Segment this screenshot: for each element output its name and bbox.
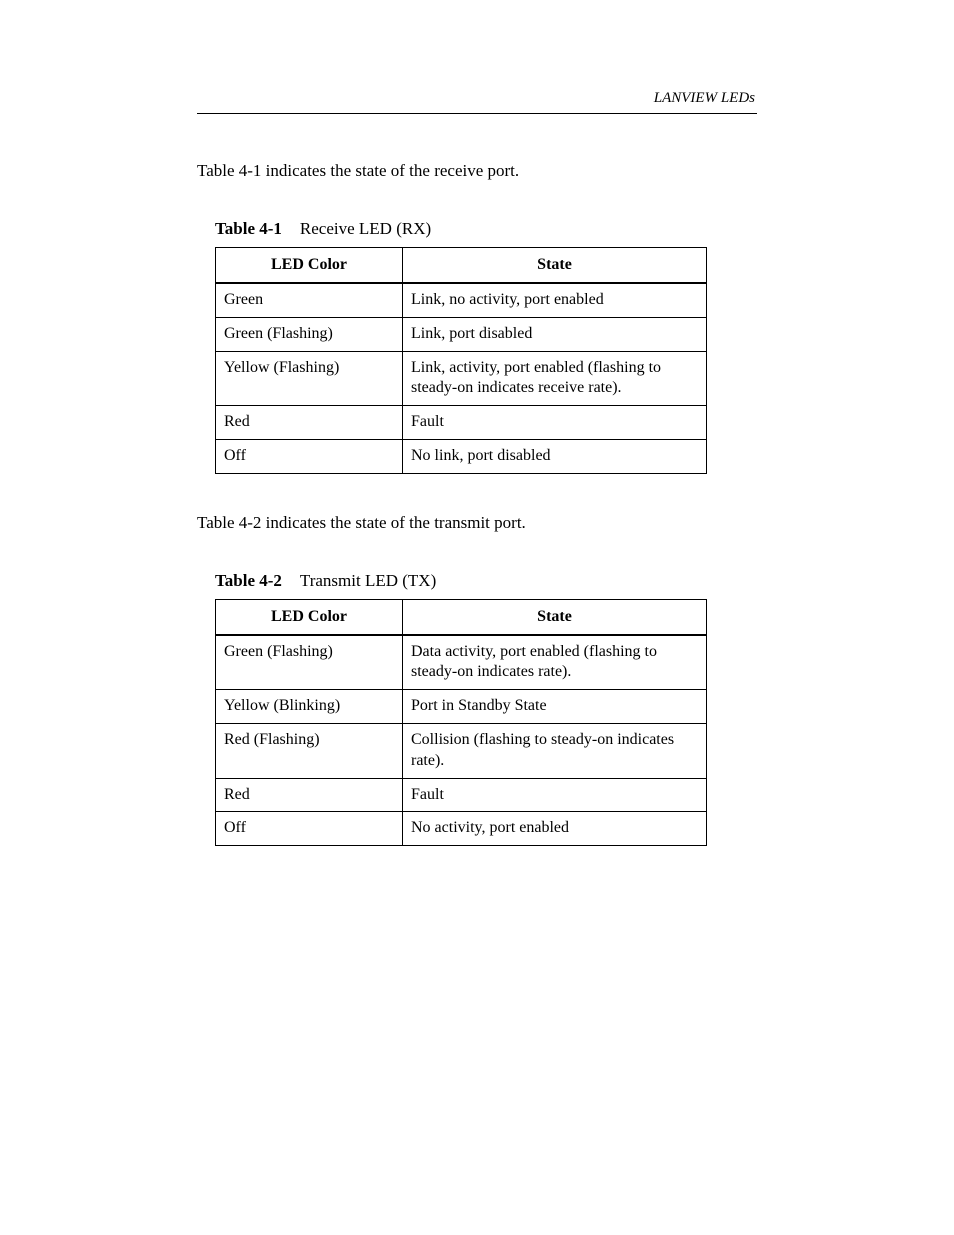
page-container: LANVIEW LEDs Table 4-1 indicates the sta… <box>0 0 954 1235</box>
table-row: Green Link, no activity, port enabled <box>216 283 707 317</box>
table-1-cell: Fault <box>403 406 707 440</box>
page-header: LANVIEW LEDs <box>197 90 757 114</box>
table-2-cell: Red (Flashing) <box>216 724 403 779</box>
table-2-col-0: LED Color <box>216 599 403 635</box>
table-row: Green (Flashing) Data activity, port ena… <box>216 635 707 690</box>
table-1-col-1: State <box>403 247 707 283</box>
intro-paragraph-2: Table 4-2 indicates the state of the tra… <box>197 512 757 535</box>
table-2-cell: Collision (flashing to steady-on indicat… <box>403 724 707 779</box>
table-row: Red Fault <box>216 778 707 812</box>
table-2: LED Color State Green (Flashing) Data ac… <box>215 599 707 847</box>
table-1-cell: Green <box>216 283 403 317</box>
table-1-label: Table 4-1 <box>215 219 282 239</box>
table-1-cell: Yellow (Flashing) <box>216 351 403 406</box>
table-row: Off No activity, port enabled <box>216 812 707 846</box>
table-2-cell: Green (Flashing) <box>216 635 403 690</box>
table-1: LED Color State Green Link, no activity,… <box>215 247 707 474</box>
table-2-col-1: State <box>403 599 707 635</box>
table-1-col-0: LED Color <box>216 247 403 283</box>
intro-paragraph-1: Table 4-1 indicates the state of the rec… <box>197 160 757 183</box>
table-1-cell: Red <box>216 406 403 440</box>
table-2-cell: Port in Standby State <box>403 690 707 724</box>
table-row: Off No link, port disabled <box>216 439 707 473</box>
header-right-label: LANVIEW LEDs <box>197 90 757 113</box>
table-1-cell: Off <box>216 439 403 473</box>
table-2-label: Table 4-2 <box>215 571 282 591</box>
table-1-caption: Table 4-1 Receive LED (RX) <box>215 219 757 239</box>
table-2-cell: Fault <box>403 778 707 812</box>
header-rule <box>197 113 757 114</box>
table-1-cell: No link, port disabled <box>403 439 707 473</box>
table-1-cell: Link, activity, port enabled (flashing t… <box>403 351 707 406</box>
table-2-cell: Data activity, port enabled (flashing to… <box>403 635 707 690</box>
table-1-title: Receive LED (RX) <box>300 219 431 239</box>
table-2-caption: Table 4-2 Transmit LED (TX) <box>215 571 757 591</box>
table-row: LED Color State <box>216 247 707 283</box>
table-row: Green (Flashing) Link, port disabled <box>216 317 707 351</box>
table-2-section: Table 4-2 Transmit LED (TX) LED Color St… <box>197 571 757 847</box>
table-row: Yellow (Flashing) Link, activity, port e… <box>216 351 707 406</box>
table-2-cell: Red <box>216 778 403 812</box>
table-row: LED Color State <box>216 599 707 635</box>
table-1-cell: Link, no activity, port enabled <box>403 283 707 317</box>
table-row: Red Fault <box>216 406 707 440</box>
table-2-cell: Off <box>216 812 403 846</box>
table-1-section: Table 4-1 Receive LED (RX) LED Color Sta… <box>197 219 757 474</box>
table-1-cell: Link, port disabled <box>403 317 707 351</box>
table-2-title: Transmit LED (TX) <box>300 571 436 591</box>
table-row: Yellow (Blinking) Port in Standby State <box>216 690 707 724</box>
table-1-cell: Green (Flashing) <box>216 317 403 351</box>
table-2-cell: Yellow (Blinking) <box>216 690 403 724</box>
table-row: Red (Flashing) Collision (flashing to st… <box>216 724 707 779</box>
table-2-cell: No activity, port enabled <box>403 812 707 846</box>
